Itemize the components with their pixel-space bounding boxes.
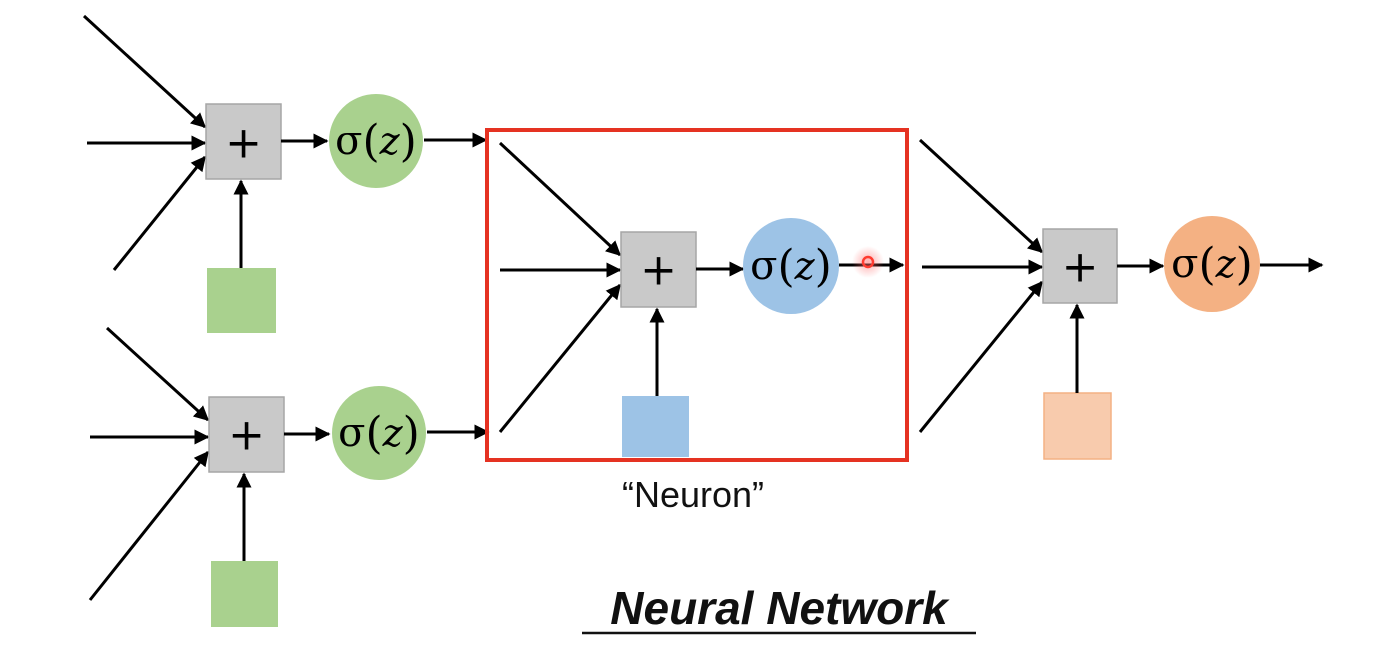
bias-box bbox=[207, 268, 276, 333]
adder-plus: + bbox=[1062, 242, 1099, 293]
neuron-highlight-box bbox=[485, 128, 909, 462]
input-arrow bbox=[918, 280, 1044, 433]
activation-arg: z bbox=[379, 119, 401, 163]
activation-circle bbox=[332, 386, 426, 480]
output-neuron: + σ(z) bbox=[918, 138, 1324, 460]
sigma-symbol: σ bbox=[335, 118, 362, 164]
hidden-neuron-1: + σ(z) bbox=[82, 14, 488, 333]
input-arrow bbox=[105, 326, 210, 422]
hidden-neuron-2: + σ(z) bbox=[88, 326, 490, 627]
input-arrow bbox=[82, 14, 207, 129]
activation-label: σ(z) bbox=[1171, 239, 1253, 290]
activation-label: σ(z) bbox=[335, 116, 417, 167]
input-arrow bbox=[112, 155, 207, 271]
diagram-title: Neural Network bbox=[610, 582, 950, 634]
bias-box bbox=[211, 561, 278, 627]
input-arrow bbox=[498, 141, 622, 257]
adder-plus: + bbox=[640, 245, 677, 296]
adder-box bbox=[208, 396, 285, 473]
activation-label: σ(z) bbox=[750, 241, 832, 292]
activation-arg: z bbox=[382, 411, 404, 455]
bias-box bbox=[622, 396, 689, 457]
sigma-symbol: σ bbox=[1171, 241, 1198, 287]
highlighted-neuron: + σ(z) bbox=[498, 141, 905, 457]
activation-label: σ(z) bbox=[338, 408, 420, 459]
cursor-pointer-icon bbox=[852, 246, 884, 278]
activation-arg: z bbox=[794, 244, 816, 288]
activation-circle bbox=[329, 94, 423, 188]
adder-box bbox=[1042, 228, 1118, 304]
neuron-caption: “Neuron” bbox=[622, 474, 764, 515]
sigma-symbol: σ bbox=[750, 243, 777, 289]
adder-plus: + bbox=[228, 410, 265, 461]
input-arrow bbox=[918, 138, 1044, 254]
sigma-symbol: σ bbox=[338, 410, 365, 456]
activation-circle bbox=[743, 218, 839, 314]
bias-box bbox=[1043, 392, 1112, 460]
input-arrow bbox=[88, 450, 210, 601]
input-arrow bbox=[498, 283, 622, 433]
activation-arg: z bbox=[1215, 242, 1237, 286]
activation-circle bbox=[1164, 216, 1260, 312]
adder-plus: + bbox=[225, 118, 262, 169]
